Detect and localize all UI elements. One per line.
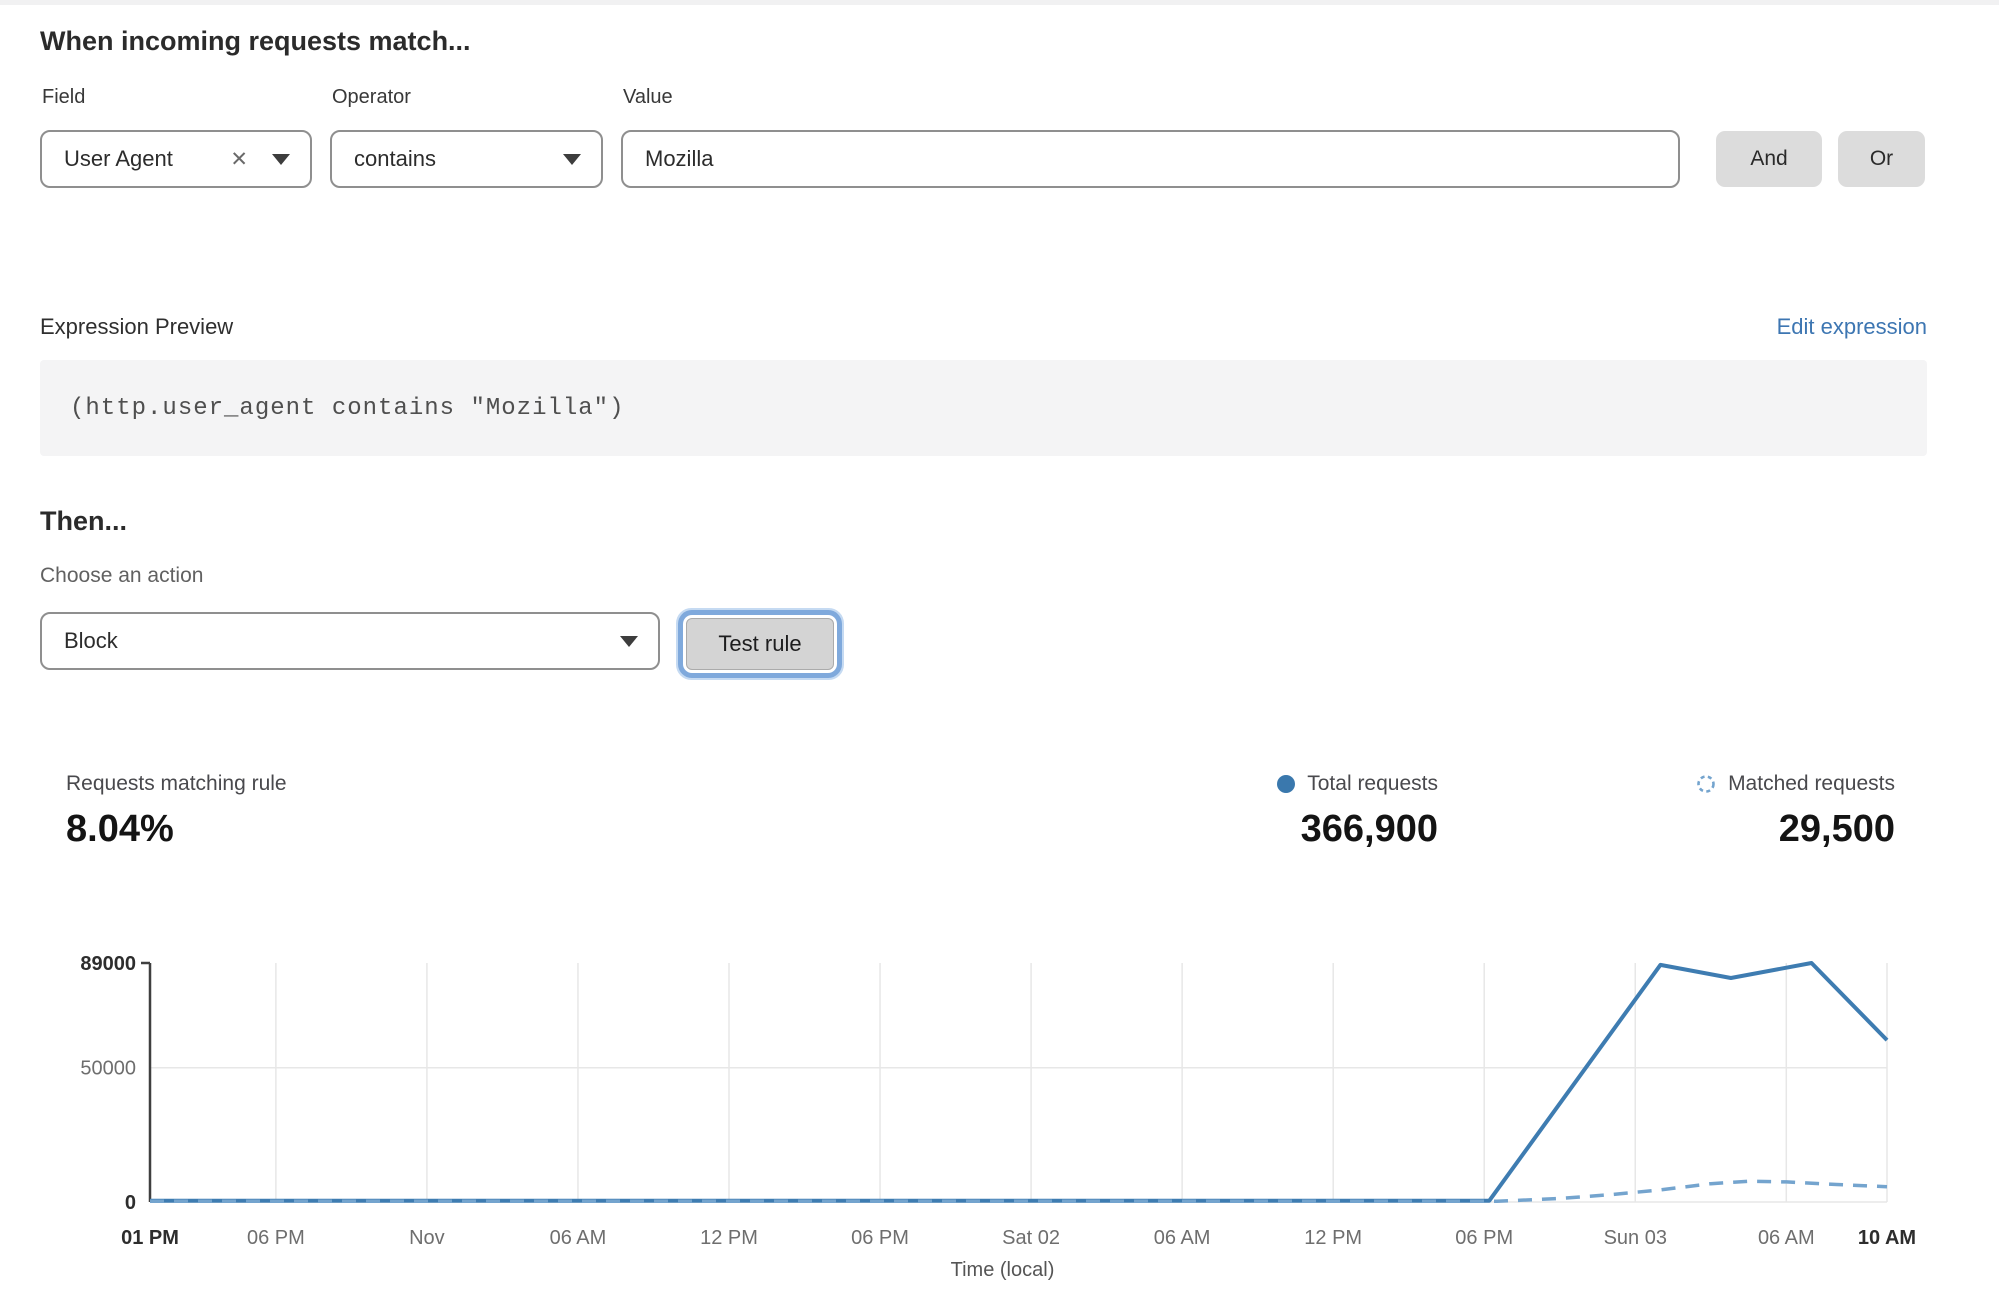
total-requests-value: 366,900 [1300,808,1438,850]
test-rule-button[interactable]: Test rule [686,618,834,670]
operator-select-value: contains [354,146,436,171]
expression-code: (http.user_agent contains "Mozilla") [70,394,625,422]
matched-requests-legend-dashed-circle-icon [1697,775,1715,793]
x-axis-tick-label: Nov [409,1227,445,1249]
field-label: Field [42,86,86,108]
when-requests-match-heading: When incoming requests match... [40,26,471,56]
x-axis-title: Time (local) [951,1259,1055,1281]
matched-requests-value: 29,500 [1778,808,1895,850]
total-requests-line [150,961,1889,1203]
edit-expression-link[interactable]: Edit expression [1776,314,1927,339]
requests-chart: 0 50000 89000 01 PM 06 PM Nov 06 AM 12 PM 06 PM S… [80,953,1916,1281]
x-axis-tick-label: 12 PM [700,1227,758,1249]
matched-requests-label: Matched requests [1728,772,1895,795]
and-button[interactable]: And [1716,131,1822,187]
y-axis-tick-label: 0 [125,1192,136,1214]
operator-label: Operator [332,86,411,108]
chevron-down-icon [620,635,638,647]
requests-matching-stat: Requests matching rule 8.04% [66,772,287,851]
y-axis-tick-label: 89000 [80,953,136,975]
x-axis-tick-label: 10 AM [1858,1227,1916,1249]
x-axis-tick-label: 06 PM [851,1227,909,1249]
x-axis-tick-label: 06 PM [1455,1227,1513,1249]
x-axis-tick-label: Sun 03 [1604,1227,1667,1249]
expression-preview-label: Expression Preview [40,314,234,339]
choose-action-label: Choose an action [40,564,204,587]
x-axis-tick-label: 06 AM [550,1227,607,1249]
then-heading: Then... [40,506,127,536]
y-axis-tick-label: 50000 [80,1058,136,1080]
x-axis-tick-label: 06 AM [1758,1227,1815,1249]
x-axis-tick-label: 01 PM [121,1227,179,1249]
action-select[interactable]: Block [40,612,660,670]
top-edge-divider [0,0,1999,5]
action-select-value: Block [64,628,118,653]
matched-requests-stat: Matched requests 29,500 [1696,772,1895,851]
total-requests-stat: Total requests 366,900 [1277,772,1438,851]
requests-matching-label: Requests matching rule [66,772,287,795]
total-requests-label: Total requests [1307,772,1438,795]
value-label: Value [623,86,673,108]
chevron-down-icon [272,153,290,165]
x-axis-tick-label: 06 PM [247,1227,305,1249]
or-button[interactable]: Or [1838,131,1925,187]
chevron-down-icon [563,153,581,165]
field-select[interactable]: User Agent ✕ [40,130,312,188]
operator-select[interactable]: contains [330,130,603,188]
x-axis-tick-label: 12 PM [1304,1227,1362,1249]
clear-field-icon[interactable]: ✕ [230,147,248,171]
requests-matching-value: 8.04% [66,808,174,850]
x-axis-tick-label: Sat 02 [1002,1227,1060,1249]
total-requests-legend-dot-icon [1277,775,1296,793]
x-axis-tick-label: 06 AM [1154,1227,1211,1249]
field-select-value: User Agent [64,146,173,171]
expression-code-block: (http.user_agent contains "Mozilla") [40,360,1927,456]
value-input[interactable] [621,130,1680,188]
matched-requests-line [150,1179,1888,1204]
